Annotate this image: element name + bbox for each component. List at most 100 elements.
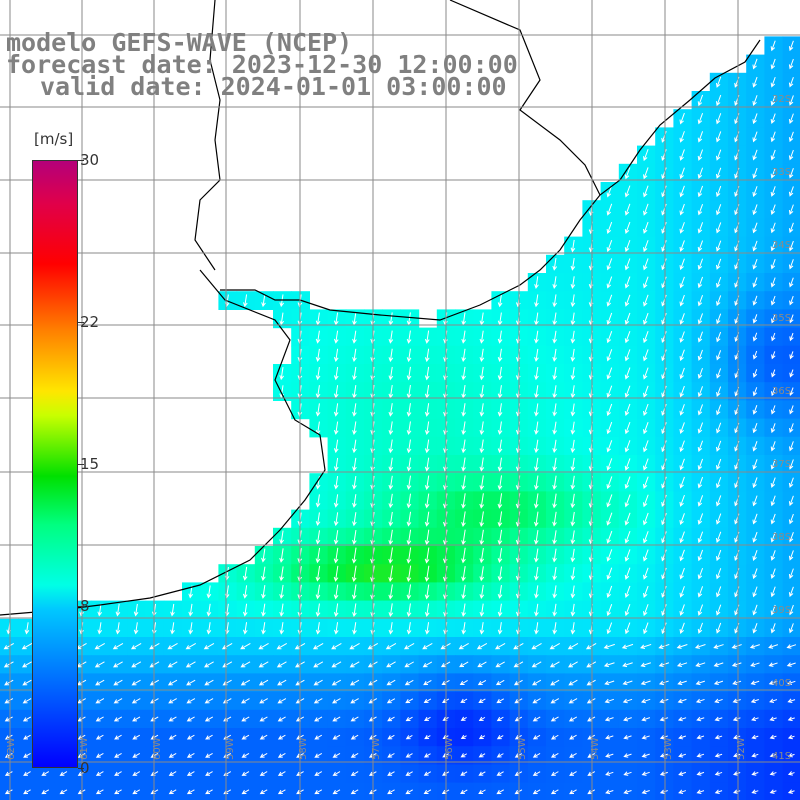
wind-arrow <box>661 476 667 489</box>
wind-arrow <box>477 680 487 686</box>
wind-arrow <box>624 312 631 325</box>
wind-arrow <box>643 221 649 234</box>
wind-arrow <box>170 622 175 635</box>
wind-arrow <box>752 332 758 342</box>
wind-arrow <box>388 348 394 363</box>
wind-arrow <box>168 698 177 704</box>
wind-arrow <box>661 422 667 435</box>
wind-arrow <box>315 565 321 582</box>
wind-arrow <box>352 312 357 326</box>
wind-arrow <box>661 622 667 635</box>
wind-arrow <box>534 548 539 563</box>
wind-arrow <box>789 369 794 378</box>
wind-arrow <box>697 367 703 380</box>
wind-arrow <box>770 95 776 106</box>
wind-arrow <box>276 661 287 668</box>
wind-arrow <box>787 771 795 776</box>
wind-arrow <box>769 752 777 758</box>
wind-arrow <box>331 679 342 686</box>
wind-arrow <box>114 771 122 776</box>
wind-arrow <box>695 662 706 667</box>
wind-arrow <box>642 512 649 526</box>
wind-arrow <box>770 167 776 179</box>
wind-arrow <box>133 622 139 635</box>
wind-arrow <box>406 493 412 509</box>
wind-arrow <box>206 603 212 617</box>
wind-arrow <box>770 423 776 434</box>
wind-arrow <box>388 622 394 635</box>
wind-arrow <box>715 94 722 107</box>
wind-arrow <box>696 734 705 740</box>
wind-arrow <box>479 421 485 435</box>
wind-arrow <box>679 112 685 125</box>
wind-arrow <box>752 477 758 489</box>
wind-arrow <box>387 789 395 795</box>
wind-arrow <box>679 222 685 234</box>
wind-arrow <box>332 789 341 795</box>
wind-arrow <box>789 423 794 434</box>
wind-arrow <box>787 680 796 685</box>
wind-arrow <box>752 387 758 397</box>
wind-arrow <box>770 149 776 161</box>
wind-arrow <box>423 698 432 704</box>
wind-arrow <box>697 531 704 544</box>
wind-arrow <box>643 331 649 344</box>
wind-arrow <box>552 493 557 509</box>
wind-arrow <box>787 734 795 740</box>
wind-arrow <box>643 622 649 635</box>
wind-arrow <box>497 529 503 545</box>
wind-arrow <box>534 403 539 417</box>
wind-arrow <box>279 622 285 635</box>
wind-arrow <box>769 734 777 740</box>
wind-arrow <box>424 348 430 363</box>
wind-arrow <box>477 661 487 668</box>
wind-arrow <box>131 679 141 686</box>
wind-arrow <box>786 662 796 667</box>
wind-arrow <box>333 494 339 508</box>
wind-arrow <box>715 604 722 616</box>
wind-arrow <box>97 622 103 635</box>
wind-arrow <box>715 185 722 198</box>
wind-arrow <box>352 494 357 508</box>
wind-arrow <box>679 458 685 471</box>
wind-arrow <box>333 348 339 362</box>
wind-arrow <box>352 348 357 363</box>
wind-arrow <box>696 789 705 794</box>
wind-arrow <box>752 277 758 288</box>
wind-arrow <box>388 584 394 600</box>
wind-arrow <box>333 603 339 617</box>
wind-arrow <box>642 440 649 453</box>
wind-arrow <box>203 642 215 650</box>
wind-arrow <box>204 661 214 668</box>
wind-arrow <box>606 567 613 580</box>
wind-arrow <box>496 753 504 758</box>
wind-arrow <box>715 549 722 562</box>
wind-arrow <box>350 752 359 758</box>
wind-arrow <box>461 439 466 454</box>
wind-arrow <box>461 493 466 509</box>
wind-arrow <box>461 511 466 527</box>
wind-arrow <box>550 789 559 795</box>
wind-arrow <box>313 661 324 668</box>
wind-arrow <box>733 753 741 758</box>
wind-arrow <box>715 149 722 161</box>
wind-arrow <box>659 789 668 795</box>
wind-arrow <box>279 566 284 582</box>
wind-arrow <box>243 622 248 635</box>
wind-arrow <box>424 475 430 491</box>
wind-arrow <box>241 734 250 740</box>
wind-arrow <box>714 716 723 722</box>
wind-arrow <box>261 603 266 617</box>
wind-arrow <box>679 567 685 580</box>
wind-arrow <box>570 530 576 545</box>
wind-arrow <box>552 294 558 308</box>
wind-arrow <box>405 698 414 704</box>
wind-arrow <box>496 735 504 740</box>
wind-arrow <box>115 622 121 635</box>
wind-arrow <box>332 734 341 740</box>
wind-arrow <box>205 752 213 758</box>
wind-arrow <box>789 387 794 397</box>
wind-arrow <box>695 680 705 686</box>
wind-arrow <box>168 752 177 758</box>
wind-arrow <box>332 716 341 722</box>
